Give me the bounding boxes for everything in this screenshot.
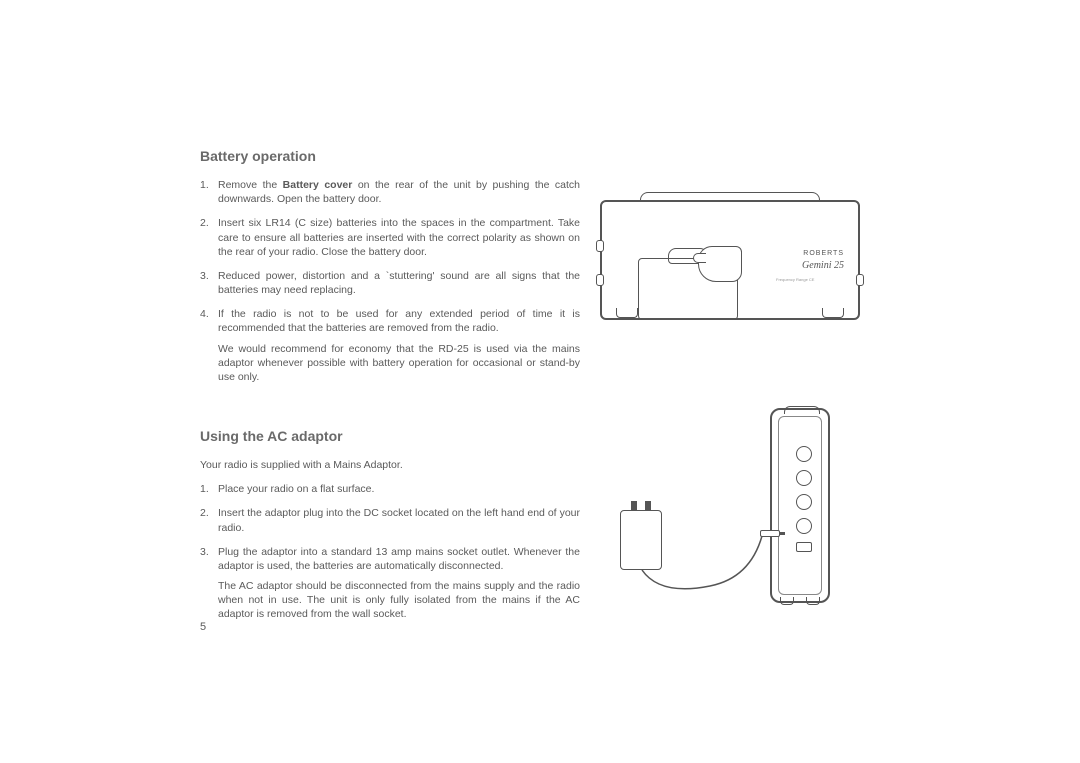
cable-icon [640,556,780,596]
battery-heading: Battery operation [200,148,990,164]
jack-icon [796,518,812,534]
brand-label: ROBERTS [803,250,844,257]
battery-step-3: Reduced power, distortion and a `stutter… [200,269,580,297]
page-number: 5 [200,621,206,633]
dc-socket-icon [796,542,812,552]
jack-icon [796,446,812,462]
ac-step-2: Insert the adaptor plug into the DC sock… [200,506,580,534]
figure-ac-adaptor [610,400,850,620]
battery-step-1: Remove the Battery cover on the rear of … [200,178,580,206]
ac-step-1: Place your radio on a flat surface. [200,482,580,496]
side-knob-icon [856,274,864,286]
top-handle-icon [784,406,820,414]
ac-heading: Using the AC adaptor [200,428,990,444]
step1-prefix: Remove the [218,179,283,191]
ac-intro: Your radio is supplied with a Mains Adap… [200,458,580,472]
jack-icon [796,494,812,510]
foot-icon [616,308,638,318]
manual-page: Battery operation Remove the Battery cov… [0,0,1080,763]
side-knob-icon [596,240,604,252]
battery-step-4: If the radio is not to be used for any e… [200,307,580,384]
foot-icon [780,597,794,605]
jack-icon [796,470,812,486]
step1-bold: Battery cover [283,179,353,191]
battery-step-2: Insert six LR14 (C size) batteries into … [200,216,580,259]
section-ac-adaptor: Using the AC adaptor Your radio is suppl… [200,428,990,622]
side-knob-icon [596,274,604,286]
dc-plug-icon [760,530,780,537]
ac-step-3: Plug the adaptor into a standard 13 amp … [200,545,580,622]
radio-body-icon: ROBERTS Gemini 25 Frequency Range CE [600,200,860,320]
ac-steps: Place your radio on a flat surface. Inse… [200,482,580,621]
section-battery: Battery operation Remove the Battery cov… [200,148,990,384]
foot-icon [806,597,820,605]
foot-icon [822,308,844,318]
battery-steps: Remove the Battery cover on the rear of … [200,178,580,384]
hand-icon [698,246,742,282]
figure-battery-rear: ROBERTS Gemini 25 Frequency Range CE [600,190,860,330]
model-label: Gemini 25 [802,260,844,271]
spec-label: Frequency Range CE [776,278,846,306]
